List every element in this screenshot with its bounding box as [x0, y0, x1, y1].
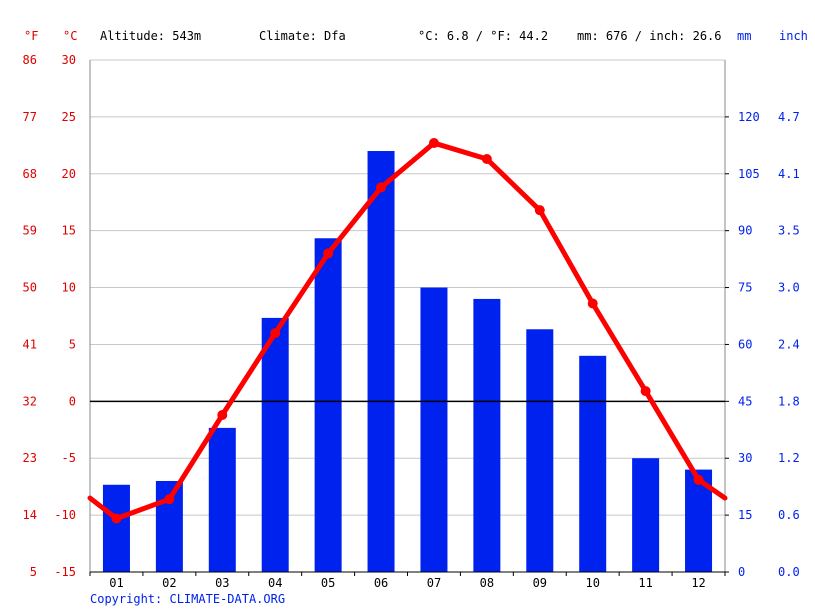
left-tick-label-f: 86	[23, 53, 37, 67]
left-tick-label-c: 25	[62, 110, 76, 124]
x-tick-label-11: 11	[638, 576, 652, 590]
right-tick-label-inch: 0.0	[778, 565, 800, 579]
left-unit-f-label: °F	[24, 29, 38, 43]
left-tick-label-c: -15	[54, 565, 76, 579]
right-tick-label-mm: 30	[738, 451, 752, 465]
temperature-point-04	[270, 328, 281, 339]
precipitation-bar-08	[473, 298, 501, 572]
right-tick-label-inch: 4.7	[778, 110, 800, 124]
right-tick-label-inch: 1.2	[778, 451, 800, 465]
temperature-line-path	[87, 140, 728, 522]
right-tick-label-mm: 60	[738, 337, 752, 351]
left-tick-label-f: 68	[23, 167, 37, 181]
left-tick-label-f: 41	[23, 337, 37, 351]
axes	[89, 60, 729, 576]
altitude-label: Altitude: 543m	[100, 29, 201, 43]
precipitation-bar-05	[314, 238, 342, 573]
x-tick-label-02: 02	[162, 576, 176, 590]
right-tick-label-mm: 75	[738, 281, 752, 295]
left-tick-label-c: 5	[69, 337, 76, 351]
right-tick-label-mm: 15	[738, 508, 752, 522]
left-tick-label-f: 77	[23, 110, 37, 124]
right-tick-label-inch: 4.1	[778, 167, 800, 181]
left-tick-label-f: 32	[23, 394, 37, 408]
x-tick-label-09: 09	[533, 576, 547, 590]
left-tick-label-c: 15	[62, 224, 76, 238]
right-tick-label-inch: 3.0	[778, 281, 800, 295]
left-tick-label-c: -10	[54, 508, 76, 522]
temperature-point-03	[217, 409, 228, 420]
left-unit-c-label: °C	[63, 29, 77, 43]
temperature-point-07	[428, 138, 439, 149]
left-tick-label-c: 20	[62, 167, 76, 181]
precipitation-bar-03	[208, 427, 236, 572]
copyright-label: Copyright: CLIMATE-DATA.ORG	[90, 592, 285, 606]
temperature-point-11	[640, 386, 651, 397]
temperature-point-01	[111, 513, 122, 524]
left-tick-label-f: 50	[23, 281, 37, 295]
x-tick-label-04: 04	[268, 576, 282, 590]
precipitation-bar-01	[102, 484, 130, 572]
right-tick-label-mm: 90	[738, 224, 752, 238]
precipitation-bar-10	[579, 355, 607, 572]
temperature-point-10	[587, 298, 598, 309]
x-tick-label-07: 07	[427, 576, 441, 590]
left-tick-label-f: 59	[23, 224, 37, 238]
left-tick-label-c: -5	[62, 451, 76, 465]
left-tick-label-c: 10	[62, 281, 76, 295]
precipitation-bars	[102, 151, 713, 573]
right-tick-label-inch: 1.8	[778, 394, 800, 408]
climate-label: Climate: Dfa	[259, 29, 346, 43]
precipitation-bar-09	[526, 329, 554, 572]
x-tick-label-10: 10	[585, 576, 599, 590]
tick-labels: 30862577206815591050541032-523-1014-1551…	[23, 53, 800, 590]
right-unit-inch-label: inch	[779, 29, 808, 43]
x-tick-label-12: 12	[691, 576, 705, 590]
right-tick-label-inch: 3.5	[778, 224, 800, 238]
x-tick-label-06: 06	[374, 576, 388, 590]
temperature-line	[87, 138, 728, 524]
precipitation-total-label: mm: 676 / inch: 26.6	[577, 29, 722, 43]
x-tick-label-08: 08	[480, 576, 494, 590]
temperature-point-09	[534, 205, 545, 216]
right-tick-label-inch: 2.4	[778, 337, 800, 351]
temperature-average-label: °C: 6.8 / °F: 44.2	[418, 29, 548, 43]
left-tick-label-c: 30	[62, 53, 76, 67]
right-unit-mm-label: mm	[737, 29, 751, 43]
right-tick-label-mm: 45	[738, 394, 752, 408]
left-tick-label-c: 0	[69, 394, 76, 408]
right-tick-label-mm: 0	[738, 565, 745, 579]
temperature-point-06	[376, 182, 387, 193]
x-tick-label-03: 03	[215, 576, 229, 590]
x-tick-label-01: 01	[109, 576, 123, 590]
precipitation-bar-04	[261, 317, 289, 572]
temperature-point-08	[481, 153, 492, 164]
grid-lines	[90, 59, 725, 516]
temperature-point-02	[164, 494, 175, 505]
left-tick-label-f: 23	[23, 451, 37, 465]
right-tick-label-mm: 120	[738, 110, 760, 124]
right-tick-label-inch: 0.6	[778, 508, 800, 522]
temperature-point-05	[323, 248, 334, 259]
precipitation-bar-11	[632, 458, 660, 572]
left-tick-label-f: 14	[23, 508, 37, 522]
left-tick-label-f: 5	[30, 565, 37, 579]
temperature-point-12	[693, 474, 704, 485]
precipitation-bar-06	[367, 151, 395, 572]
precipitation-bar-07	[420, 287, 448, 572]
x-tick-label-05: 05	[321, 576, 335, 590]
right-tick-label-mm: 105	[738, 167, 760, 181]
